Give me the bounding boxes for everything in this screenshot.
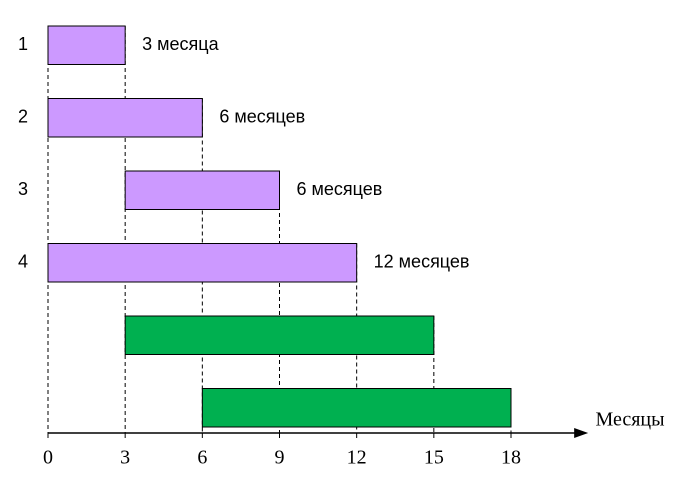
bars	[47, 25, 512, 428]
bar	[124, 170, 280, 210]
x-tick-label: 15	[424, 447, 444, 469]
bar	[47, 243, 358, 283]
x-tick-label: 18	[501, 447, 521, 469]
x-tick-label: 6	[197, 447, 207, 469]
bar	[47, 25, 126, 65]
x-tick-label: 0	[43, 447, 53, 469]
value-label: 3 месяца	[142, 34, 219, 54]
x-tick-label: 12	[347, 447, 367, 469]
x-axis-arrow	[574, 428, 589, 438]
x-tick-label: 3	[120, 447, 130, 469]
row-label: 2	[18, 107, 28, 127]
row-label: 1	[18, 34, 28, 54]
value-label: 12 месяцев	[374, 252, 470, 272]
row-label: 4	[18, 252, 28, 272]
bar	[47, 98, 203, 138]
grid	[47, 26, 512, 433]
row-label: 3	[18, 179, 28, 199]
value-label: 6 месяцев	[219, 107, 305, 127]
bar	[124, 315, 435, 355]
x-tick-label: 9	[275, 447, 285, 469]
bar	[201, 388, 512, 428]
value-label: 6 месяцев	[297, 179, 383, 199]
x-axis-label: Месяцы	[595, 409, 664, 431]
